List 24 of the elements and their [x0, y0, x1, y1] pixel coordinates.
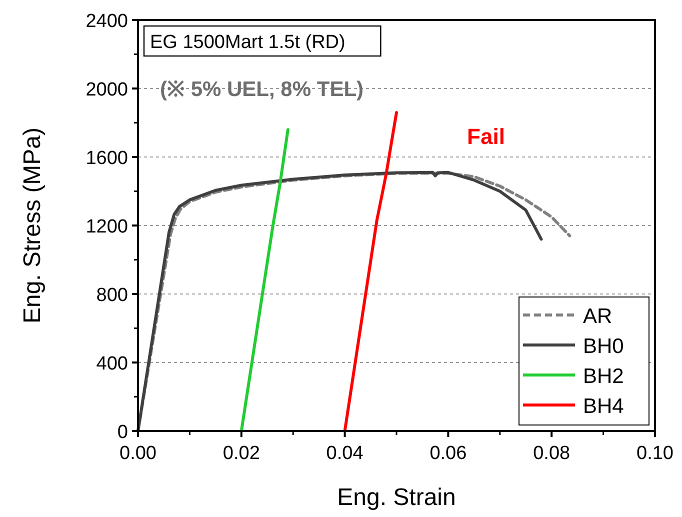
line-series: [240, 128, 290, 432]
x-tick-label: 0.08: [533, 443, 570, 464]
legend-label: AR: [583, 305, 612, 328]
annotation: EG 1500Mart 1.5t (RD): [150, 32, 346, 53]
legend-label: BH0: [583, 335, 624, 358]
legend-label: BH2: [583, 365, 624, 388]
x-tick-label: 0.10: [636, 443, 674, 464]
annotation: Fail: [467, 124, 505, 149]
y-axis-title: Eng. Stress (MPa): [19, 127, 46, 324]
y-tick-label: 2000: [86, 80, 128, 100]
x-tick-label: 0.02: [222, 443, 260, 464]
x-axis-title: Eng. Strain: [337, 484, 456, 511]
y-tick-label: 2400: [86, 11, 128, 32]
annotation: (※ 5% UEL, 8% TEL): [160, 78, 364, 101]
line-series: [343, 110, 398, 432]
legend-label: BH4: [583, 395, 624, 418]
x-tick-label: 0.00: [120, 443, 156, 464]
y-tick-label: 1200: [86, 216, 128, 238]
y-tick-label: 800: [96, 285, 128, 306]
y-tick-label: 0: [117, 422, 128, 443]
y-tick-label: 1600: [86, 148, 128, 169]
y-tick-label: 400: [96, 354, 128, 374]
x-tick-label: 0.04: [326, 443, 364, 464]
x-tick-label: 0.06: [430, 443, 467, 464]
